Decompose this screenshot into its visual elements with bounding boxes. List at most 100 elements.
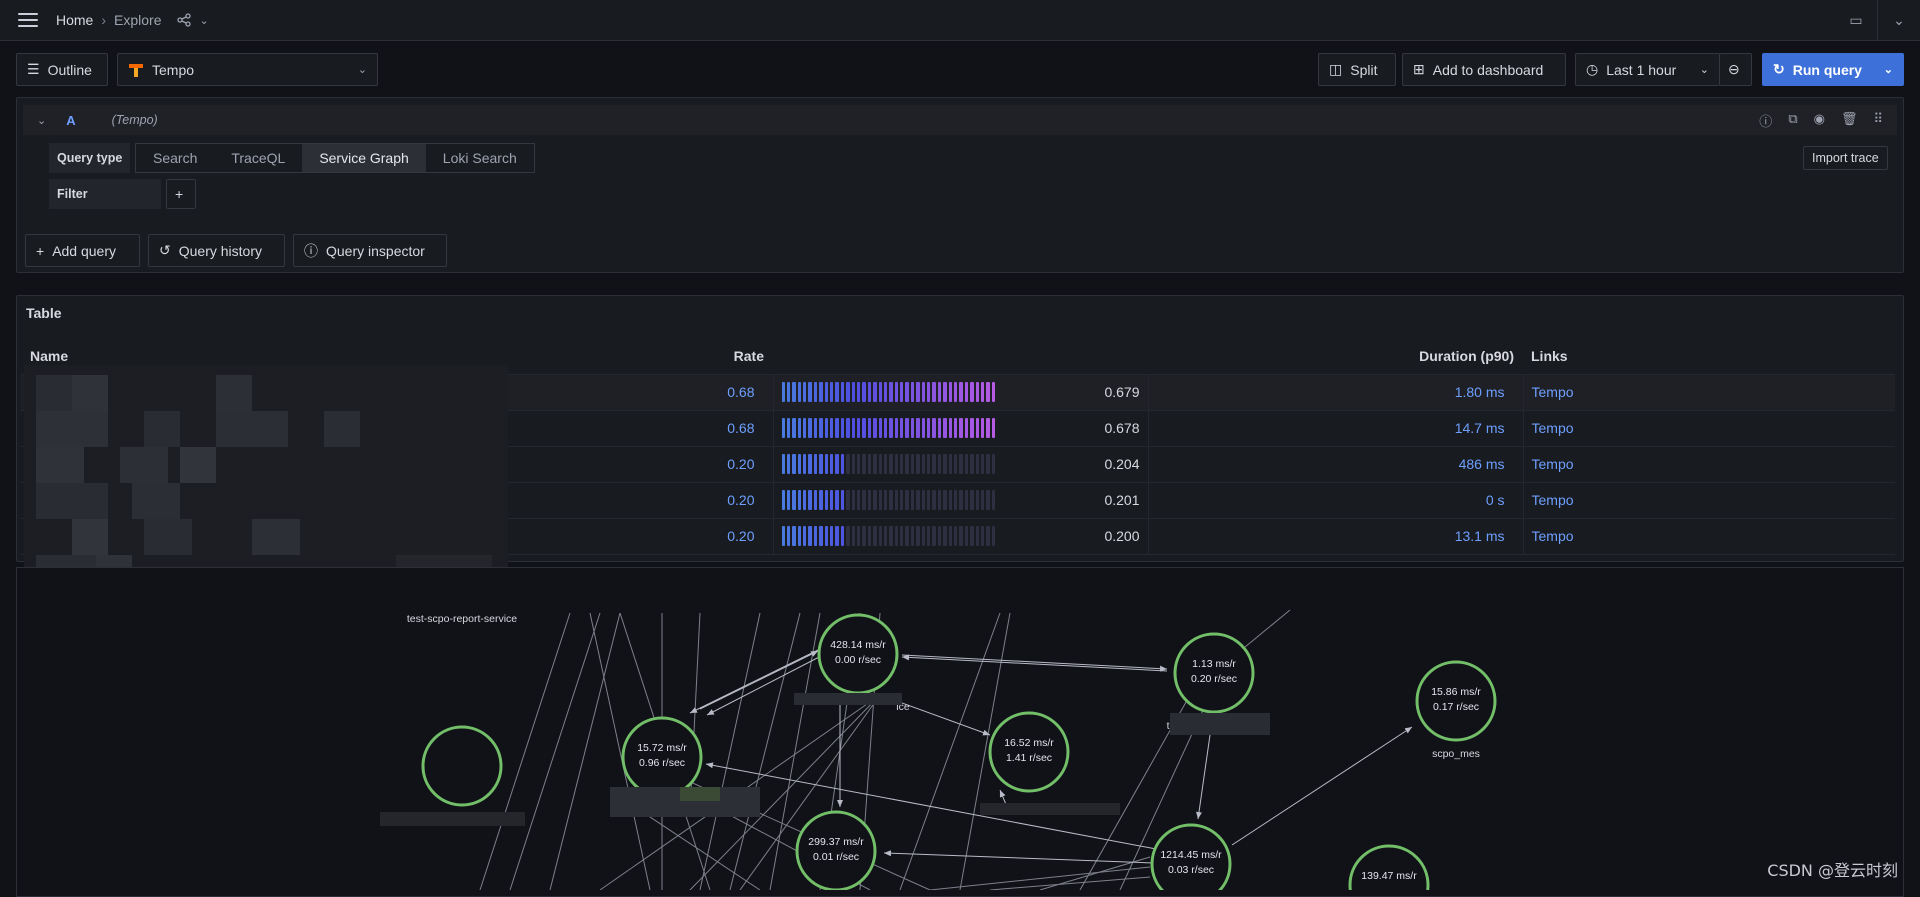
graph-node[interactable]: 1214.45 ms/r 0.03 r/sec [1150,823,1232,890]
graph-node[interactable] [421,725,503,807]
drag-handle-icon[interactable]: ⠿ [1873,110,1883,126]
chevron-down-icon[interactable]: ⌄ [1883,64,1893,76]
graph-node-circle[interactable] [988,711,1070,793]
zoom-out-button[interactable]: ⊖ [1719,53,1752,86]
cell-rate[interactable]: 0.68 [581,374,773,411]
graph-node[interactable]: 139.47 ms/r [1348,844,1430,890]
graph-node-circle[interactable] [1150,823,1232,890]
add-to-dashboard-button[interactable]: ⊞ Add to dashboard [1402,53,1566,86]
cell-duration[interactable]: 13.1 ms [1148,518,1524,555]
breadcrumb-home[interactable]: Home [56,12,94,28]
graph-node[interactable]: 16.52 ms/r 1.41 r/sec [988,711,1070,793]
run-query-button[interactable]: ↻ Run query ⌄ [1762,53,1904,86]
graph-edge [1231,726,1413,846]
datasource-picker[interactable]: Tempo ⌄ [117,53,378,86]
query-ref[interactable]: A [66,112,76,128]
rate-bar-value: 0.678 [1104,420,1140,436]
graph-node-stat: 0.20 r/sec [1191,673,1237,685]
graph-node-label: test-scpo-report-service [407,613,517,625]
cell-link[interactable]: Tempo [1523,374,1895,411]
chevron-down-icon[interactable]: ⌄ [37,114,47,127]
cell-link[interactable]: Tempo [1523,410,1895,447]
graph-node-circle[interactable] [1173,632,1255,714]
cell-rate[interactable]: 0.68 [581,410,773,447]
tab-service-graph[interactable]: Service Graph [302,144,426,172]
query-history-button[interactable]: ↺ Query history [148,234,285,267]
graph-edge [739,694,881,890]
graph-node-stat: 1214.45 ms/r [1160,849,1222,861]
graph-edge [1244,609,1291,648]
time-range-picker[interactable]: ◷ Last 1 hour ⌄ [1575,53,1720,86]
cell-duration[interactable]: 14.7 ms [1148,410,1524,447]
graph-node[interactable]: 15.86 ms/r 0.17 r/sec scpo_mes [1415,660,1497,760]
rate-bar-value: 0.679 [1104,384,1140,400]
tempo-logo-icon [129,63,143,77]
graph-node-circle[interactable] [421,725,503,807]
add-query-button[interactable]: + Add query [25,234,140,267]
tab-search[interactable]: Search [153,150,198,166]
collapse-icon[interactable]: ⌄ [1893,12,1905,28]
share-icon[interactable] [176,12,192,28]
column-rate[interactable]: Rate [581,338,773,375]
cell-rate[interactable]: 0.20 [581,446,773,483]
help-icon[interactable]: ⓘ [1759,113,1773,129]
tab-traceql[interactable]: TraceQL [231,150,286,166]
query-inspector-button[interactable]: ⓘ Query inspector [293,234,447,267]
trash-icon[interactable]: 🗑 [1840,110,1858,126]
menu-icon[interactable] [18,13,38,27]
rate-bar-value: 0.201 [1104,492,1140,508]
graph-node[interactable]: 15.72 ms/r 0.96 r/sec [621,716,703,798]
grid-icon: ⊞ [1413,61,1425,77]
chevron-down-icon: ⌄ [1699,64,1709,76]
service-graph[interactable]: test-scpo-report-service 428.14 ms/r 0.00… [0,567,1920,890]
column-duration[interactable]: Duration (p90) [1148,338,1523,375]
graph-edge [769,612,821,890]
cell-rate-gauge: 0.204 [772,446,1149,483]
outline-button[interactable]: ☰ Outline [16,53,108,86]
cell-rate-gauge: 0.678 [772,410,1149,447]
copy-icon[interactable]: ⧉ [1788,110,1798,126]
split-button[interactable]: ◫ Split [1318,53,1396,86]
rate-bar [781,454,996,474]
rate-bar [781,418,996,438]
graph-node-circle[interactable] [1415,660,1497,742]
cell-duration[interactable]: 486 ms [1148,446,1524,483]
add-filter-button[interactable]: + [166,179,196,209]
graph-node-stat: 139.47 ms/r [1361,870,1417,882]
graph-node[interactable]: 1.13 ms/r0.20 r/secte [1167,632,1255,732]
cell-rate-gauge: 0.679 [772,374,1149,411]
graph-node-stat: 15.86 ms/r [1431,686,1481,698]
rate-bar [781,382,996,402]
cell-link[interactable]: Tempo [1523,518,1895,555]
graph-edge [705,762,1157,850]
cell-duration[interactable]: 0 s [1148,482,1524,519]
graph-node-circle[interactable] [1348,844,1430,890]
column-links[interactable]: Links [1523,338,1895,375]
outline-icon: ☰ [27,61,40,77]
breadcrumb-current: Explore [114,12,162,28]
graph-node-stat: 16.52 ms/r [1004,737,1054,749]
rate-bar [781,490,996,510]
chevron-down-icon[interactable]: ⌄ [199,14,209,27]
graph-edge [549,612,621,890]
cell-duration[interactable]: 1.80 ms [1148,374,1524,411]
cell-rate[interactable]: 0.20 [581,518,773,555]
graph-edge [929,866,1151,890]
graph-node-circle[interactable] [795,810,877,890]
graph-edge [509,612,601,890]
tab-loki-search[interactable]: Loki Search [442,150,517,166]
graph-edge [589,612,651,890]
monitor-icon[interactable]: ▭ [1849,12,1863,28]
graph-edge [901,654,1168,672]
import-trace-button[interactable]: Import trace [1803,146,1888,170]
cell-link[interactable]: Tempo [1523,482,1895,519]
plus-icon: + [36,242,45,259]
chevron-right-icon: › [101,12,107,28]
cell-rate[interactable]: 0.20 [581,482,773,519]
graph-edge [901,654,1168,672]
graph-node[interactable]: 299.37 ms/r 0.01 r/sec [795,810,877,890]
redacted-label [794,693,902,705]
zoom-out-icon: ⊖ [1728,61,1740,77]
eye-icon[interactable]: ◉ [1813,110,1825,126]
cell-link[interactable]: Tempo [1523,446,1895,483]
